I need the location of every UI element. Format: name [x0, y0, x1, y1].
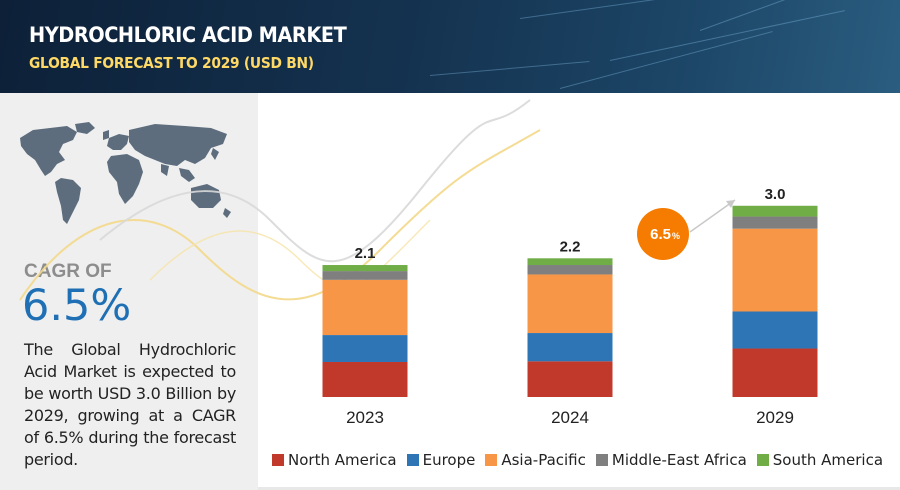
page-title: HYDROCHLORIC ACID MARKET	[29, 23, 347, 47]
legend-item-north-america: North America	[272, 451, 397, 469]
bar-2029-europe	[732, 311, 818, 349]
legend-item-europe: Europe	[406, 451, 476, 469]
x-tick-label-2029: 2029	[756, 408, 794, 427]
legend-item-south-america: South America	[756, 451, 884, 469]
bar-2029-north-america	[732, 348, 818, 397]
cagr-badge-unit: %	[672, 231, 680, 241]
divider	[258, 487, 900, 490]
total-label-2024: 2.2	[560, 238, 581, 255]
bar-2024-middle-east-africa	[527, 265, 613, 275]
bar-2023-europe	[322, 335, 408, 362]
header-banner: HYDROCHLORIC ACID MARKET GLOBAL FORECAST…	[0, 0, 900, 93]
legend-label: Middle-East Africa	[611, 451, 747, 469]
bar-2023-south-america	[322, 265, 408, 272]
cagr-badge-value: 6.5	[650, 226, 671, 243]
summary-panel: CAGR OF 6.5% The Global Hydrochloric Aci…	[0, 93, 258, 490]
bar-2024-asia-pacific	[527, 274, 613, 334]
bar-2029-asia-pacific	[732, 228, 818, 312]
growth-arrow-head	[726, 200, 735, 208]
cagr-badge	[637, 208, 689, 260]
bar-2023-north-america	[322, 361, 408, 397]
cagr-value: 6.5%	[22, 281, 132, 331]
bar-2029-middle-east-africa	[732, 216, 818, 229]
legend-label: Europe	[422, 451, 476, 469]
bar-2024-north-america	[527, 361, 613, 397]
bar-2023-middle-east-africa	[322, 271, 408, 280]
legend-swatch	[595, 454, 608, 466]
legend-item-asia-pacific: Asia-Pacific	[485, 451, 586, 469]
page-subtitle: GLOBAL FORECAST TO 2029 (USD BN)	[29, 54, 314, 72]
legend-swatch	[406, 454, 419, 466]
legend-label: North America	[288, 451, 397, 469]
legend-swatch	[485, 454, 498, 466]
legend-item-middle-east-africa: Middle-East Africa	[595, 451, 747, 469]
world-map-icon	[20, 122, 231, 224]
total-label-2023: 2.1	[355, 245, 376, 262]
legend-label: Asia-Pacific	[501, 451, 586, 469]
x-tick-label-2023: 2023	[346, 408, 384, 427]
market-description: The Global Hydrochloric Acid Market is e…	[24, 340, 236, 469]
growth-arrow	[689, 199, 736, 233]
legend-label: South America	[772, 451, 884, 469]
decorative-swooshes	[19, 99, 541, 301]
legend-swatch	[272, 454, 284, 466]
bar-2024-europe	[527, 333, 613, 362]
legend-swatch	[756, 454, 769, 466]
total-label-2029: 3.0	[765, 186, 786, 203]
bar-2024-south-america	[527, 258, 613, 266]
x-tick-label-2024: 2024	[551, 408, 589, 427]
chart-legend: North America Europe Asia-Pacific Middle-Ea…	[272, 451, 893, 469]
bar-2029-south-america	[732, 205, 818, 217]
bar-2023-asia-pacific	[322, 279, 408, 336]
